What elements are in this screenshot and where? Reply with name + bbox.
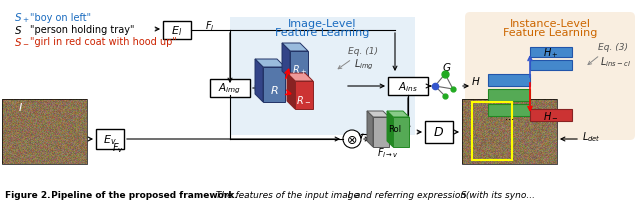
- Bar: [530, 110, 572, 121]
- Bar: [96, 129, 124, 149]
- Text: $H$: $H$: [471, 75, 481, 86]
- Bar: [462, 100, 557, 164]
- Polygon shape: [255, 60, 285, 68]
- Polygon shape: [255, 60, 263, 102]
- Bar: [2, 100, 87, 164]
- Polygon shape: [393, 118, 409, 147]
- Polygon shape: [282, 44, 290, 80]
- Bar: [210, 80, 250, 98]
- Text: Eq. (3): Eq. (3): [598, 43, 628, 52]
- Text: $\otimes$: $\otimes$: [346, 133, 358, 146]
- Text: $F_l$: $F_l$: [205, 19, 215, 33]
- Text: $R_+$: $R_+$: [292, 63, 307, 76]
- Bar: [488, 90, 530, 102]
- Text: $R$: $R$: [269, 84, 278, 95]
- Polygon shape: [373, 118, 389, 147]
- Polygon shape: [367, 111, 389, 118]
- Text: $F_v$: $F_v$: [112, 140, 124, 154]
- Text: I: I: [345, 191, 351, 200]
- Text: Feature Learning: Feature Learning: [275, 28, 369, 38]
- Text: "person holding tray": "person holding tray": [30, 25, 134, 35]
- Text: Feature Learning: Feature Learning: [503, 28, 597, 38]
- Text: $A_{ins}$: $A_{ins}$: [398, 80, 418, 93]
- Text: "girl in red coat with hood up": "girl in red coat with hood up": [30, 37, 177, 47]
- Text: and referring expression: and referring expression: [352, 191, 466, 200]
- Text: $G$: $G$: [442, 61, 452, 73]
- Text: $L_{img}$: $L_{img}$: [354, 58, 374, 72]
- Bar: [425, 121, 453, 143]
- Text: ...: ...: [504, 111, 513, 121]
- Bar: [530, 61, 572, 71]
- Polygon shape: [287, 74, 313, 82]
- Text: S: S: [458, 191, 467, 200]
- Text: Eq. (1): Eq. (1): [348, 47, 378, 56]
- Text: $H_-$: $H_-$: [543, 110, 559, 121]
- Bar: [488, 75, 530, 86]
- Text: (with its syno...: (with its syno...: [463, 191, 535, 200]
- Bar: [472, 102, 512, 160]
- Text: Instance-Level: Instance-Level: [509, 19, 591, 29]
- Polygon shape: [290, 52, 308, 80]
- Text: $R_-$: $R_-$: [296, 94, 312, 105]
- Text: $E_v$: $E_v$: [103, 132, 117, 146]
- Text: $A_{img}$: $A_{img}$: [218, 81, 241, 96]
- Text: $S_-$: $S_-$: [14, 37, 29, 47]
- Text: Image-Level: Image-Level: [288, 19, 356, 29]
- Polygon shape: [387, 111, 409, 118]
- Polygon shape: [282, 44, 308, 52]
- Text: $H_+$: $H_+$: [543, 46, 559, 60]
- Polygon shape: [287, 74, 295, 110]
- Bar: [230, 18, 415, 135]
- Polygon shape: [263, 68, 285, 102]
- Text: Pipeline of the proposed framework.: Pipeline of the proposed framework.: [48, 191, 237, 200]
- Polygon shape: [367, 111, 373, 147]
- Text: $L_{det}$: $L_{det}$: [582, 130, 601, 143]
- Bar: [388, 78, 428, 95]
- Text: $S$: $S$: [14, 24, 22, 36]
- Polygon shape: [295, 82, 313, 110]
- Text: $F_{l\rightarrow v}$: $F_{l\rightarrow v}$: [377, 145, 399, 159]
- Text: The features of the input image: The features of the input image: [213, 191, 359, 200]
- Bar: [530, 48, 572, 58]
- Circle shape: [343, 130, 361, 148]
- Text: $L_{ins-cl}$: $L_{ins-cl}$: [600, 55, 631, 69]
- Text: RoI: RoI: [388, 125, 401, 134]
- Text: Figure 2.: Figure 2.: [5, 191, 51, 200]
- Polygon shape: [387, 111, 393, 147]
- Text: $E_l$: $E_l$: [172, 24, 182, 38]
- Text: $D$: $D$: [433, 126, 445, 139]
- Text: "boy on left": "boy on left": [30, 13, 91, 23]
- Text: $I$: $I$: [17, 101, 22, 112]
- FancyBboxPatch shape: [465, 13, 635, 140]
- Bar: [488, 104, 530, 116]
- Bar: [163, 22, 191, 40]
- Text: $S_+$: $S_+$: [14, 11, 29, 25]
